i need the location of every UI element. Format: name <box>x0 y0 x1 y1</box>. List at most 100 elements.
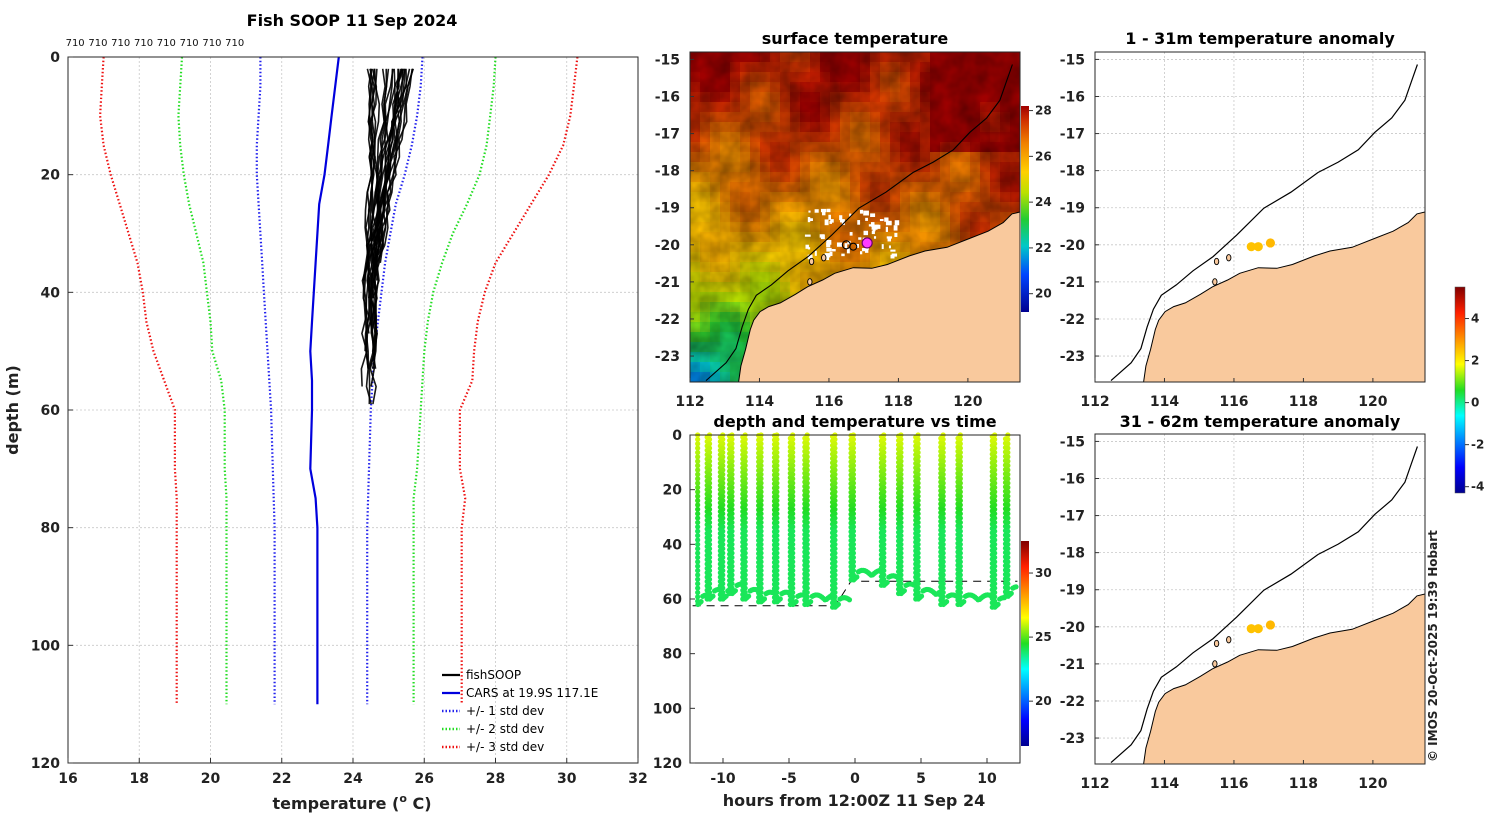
track-point <box>915 581 921 587</box>
track-point <box>695 502 701 508</box>
track-point <box>720 506 726 512</box>
track-point <box>832 454 838 460</box>
track-point <box>832 576 838 582</box>
track-point <box>832 563 838 569</box>
sst-missing-pixel <box>814 209 819 213</box>
track-point <box>915 528 921 534</box>
track-point <box>992 585 998 591</box>
track-point <box>808 599 814 605</box>
track-point <box>706 506 713 512</box>
sst-missing-pixel <box>865 217 868 221</box>
track-point <box>915 532 921 539</box>
map-ytick-label: -19 <box>1060 583 1085 599</box>
track-point <box>804 515 810 521</box>
track-point <box>758 463 764 469</box>
track-point <box>758 458 764 464</box>
time-ytick-label: 100 <box>653 701 682 717</box>
track-point <box>898 554 904 561</box>
track-point <box>832 532 838 539</box>
track-point <box>898 546 904 552</box>
track-point <box>729 511 735 517</box>
track-point <box>804 572 810 578</box>
anomaly-point <box>1253 242 1263 252</box>
track-point <box>1005 581 1011 587</box>
track-point <box>742 502 748 508</box>
track-point <box>832 585 838 591</box>
track-point <box>957 532 963 539</box>
track-point <box>1005 537 1011 543</box>
track-point <box>1005 502 1011 508</box>
track-point <box>720 572 726 578</box>
track-point <box>742 489 748 495</box>
track-point <box>898 493 904 499</box>
track-point <box>774 554 780 561</box>
profile-xtick-label: 32 <box>628 771 647 787</box>
track-point <box>832 480 838 486</box>
track-point <box>1005 449 1011 456</box>
profile-xtick-label: 24 <box>343 771 363 787</box>
track-point <box>742 463 748 469</box>
sst-missing-pixel <box>844 243 848 249</box>
sst-missing-pixel <box>863 210 869 216</box>
track-point <box>881 541 887 547</box>
track-point <box>720 524 726 530</box>
track-point <box>695 449 701 456</box>
track-point <box>915 541 921 547</box>
track-point <box>850 550 857 556</box>
track-point <box>758 489 764 495</box>
time-ytick-label: 60 <box>663 592 683 608</box>
track-point <box>774 567 780 574</box>
track-point <box>720 554 726 561</box>
track-point <box>729 449 735 456</box>
track-point <box>706 532 713 539</box>
track-point <box>881 493 887 499</box>
track-point <box>881 476 887 482</box>
track-point <box>742 559 748 565</box>
sst-missing-pixel <box>841 219 845 226</box>
track-point <box>774 458 780 464</box>
sst-missing-pixel <box>826 208 831 213</box>
profile-legend: fishSOOP CARS at 19.9S 117.1E +/- 1 std … <box>442 668 598 754</box>
track-point <box>774 559 780 565</box>
map-xtick-label: 114 <box>745 394 774 410</box>
profile-line--2-std <box>412 56 497 705</box>
map-xtick-label: 116 <box>814 394 843 410</box>
track-point <box>720 436 726 442</box>
anomaly-map-deep: 31 - 62m temperature anomaly 112 114 116 11… <box>1060 412 1426 792</box>
map-xtick-label: 112 <box>1080 776 1109 792</box>
track-point <box>884 579 890 586</box>
track-point <box>850 480 857 486</box>
track-point <box>790 498 796 504</box>
track-point <box>832 598 838 604</box>
time-colorbar-ticks: 20 25 30 <box>1029 566 1052 708</box>
track-point <box>774 532 780 539</box>
track-point <box>992 489 998 495</box>
fishsoop-profile <box>363 68 402 369</box>
profile-xtick-label: 16 <box>58 771 77 787</box>
fishsoop-profile <box>365 68 408 405</box>
track-point <box>850 511 857 517</box>
track-point <box>881 511 887 517</box>
track-point <box>790 436 796 442</box>
track-point <box>992 537 998 543</box>
track-point <box>832 506 838 512</box>
sst-missing-pixel <box>814 250 817 256</box>
track-point <box>758 541 764 547</box>
track-point <box>774 498 780 504</box>
track-point <box>940 554 946 561</box>
track-point <box>898 576 904 582</box>
track-point <box>850 445 857 451</box>
track-point <box>790 493 796 499</box>
track-point <box>940 445 946 451</box>
track-point <box>940 550 946 556</box>
track-point <box>850 436 857 442</box>
sst-missing-pixel <box>808 210 811 213</box>
track-point <box>729 519 735 526</box>
anomaly-deep-ticks: 112 114 116 118 120 -15 -16 -17 -18 -19 -20 -21 -22 -… <box>1060 434 1388 792</box>
track-point <box>758 581 764 587</box>
sst-colorbar-ticks: 20 22 24 26 28 <box>1029 104 1052 301</box>
sst-missing-pixel <box>809 218 813 222</box>
map-xtick-label: 112 <box>675 394 704 410</box>
track-point <box>832 458 838 464</box>
track-point <box>832 493 838 499</box>
